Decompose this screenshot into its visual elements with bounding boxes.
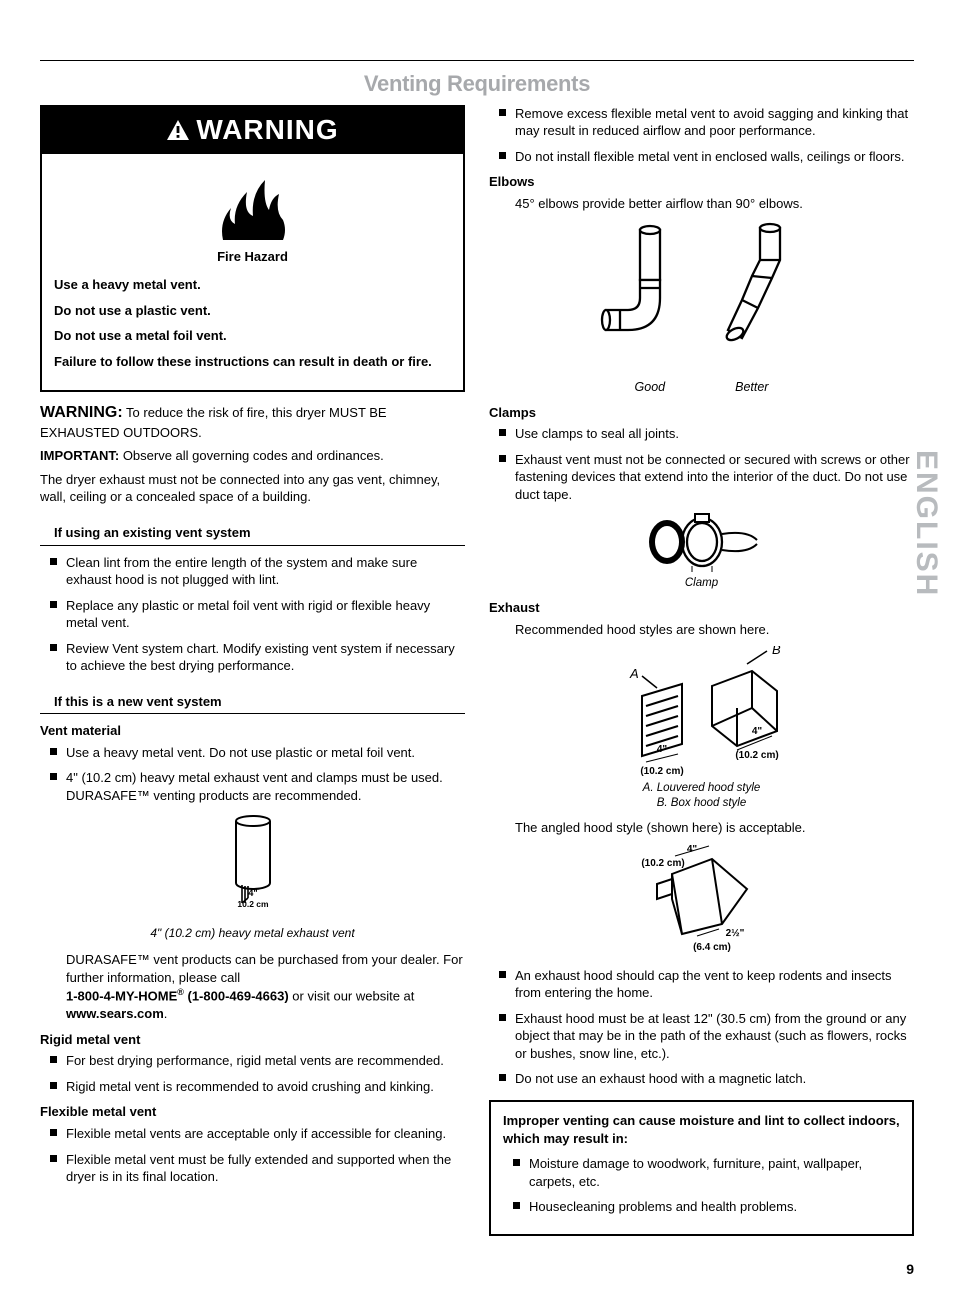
hazard-title: Fire Hazard: [54, 248, 451, 266]
alert-triangle-icon: [166, 119, 190, 141]
svg-text:A: A: [629, 666, 639, 681]
elbows-figure: Good Better: [489, 220, 914, 395]
hood-diagram-icon: B A 4" (10.2 cm) 4": [602, 646, 802, 776]
warning-header: WARNING: [42, 107, 463, 155]
list-item: Do not use an exhaust hood with a magnet…: [515, 1070, 914, 1088]
list-item: Housecleaning problems and health proble…: [529, 1198, 900, 1216]
durasafe-text-1: DURASAFE™ vent products can be purchased…: [66, 952, 463, 985]
top-rule: [40, 60, 914, 61]
durasafe-info: DURASAFE™ vent products can be purchased…: [40, 951, 465, 1023]
flex-vent-list: Flexible metal vents are acceptable only…: [40, 1125, 465, 1186]
list-item: Moisture damage to woodwork, furniture, …: [529, 1155, 900, 1190]
warning-outdoors: WARNING: To reduce the risk of fire, thi…: [40, 402, 465, 441]
elbow-good-label: Good: [635, 379, 666, 396]
svg-text:(10.2 cm): (10.2 cm): [735, 750, 778, 761]
durasafe-text-2: or visit our website at: [289, 989, 415, 1004]
list-item: Clean lint from the entire length of the…: [66, 554, 465, 589]
section-title: Venting Requirements: [40, 69, 914, 99]
important-text: Observe all governing codes and ordinanc…: [119, 448, 384, 463]
improper-list: Moisture damage to woodwork, furniture, …: [503, 1155, 900, 1216]
svg-text:2½": 2½": [725, 928, 744, 939]
right-column: Remove excess flexible metal vent to avo…: [489, 105, 914, 1236]
list-item: Exhaust vent must not be connected or se…: [515, 451, 914, 504]
hood-figure: B A 4" (10.2 cm) 4": [489, 646, 914, 810]
page-number: 9: [40, 1260, 914, 1279]
elbow-diagram-icon: [592, 220, 812, 370]
important-line: IMPORTANT: Observe all governing codes a…: [40, 447, 465, 465]
exhaust-note: The dryer exhaust must not be connected …: [40, 471, 465, 506]
warning-body: Fire Hazard Use a heavy metal vent. Do n…: [42, 154, 463, 390]
hood-legend-a: A. Louvered hood style: [489, 781, 914, 796]
list-item: Remove excess flexible metal vent to avo…: [515, 105, 914, 140]
warning-header-text: WARNING: [196, 111, 338, 149]
exhaust-subhead: Exhaust: [489, 599, 914, 617]
angled-text: The angled hood style (shown here) is ac…: [489, 819, 914, 837]
improper-venting-box: Improper venting can cause moisture and …: [489, 1100, 914, 1236]
warning-box: WARNING Fire Hazard Use a heavy metal ve…: [40, 105, 465, 393]
vent-material-subhead: Vent material: [40, 722, 465, 740]
list-item: Replace any plastic or metal foil vent w…: [66, 597, 465, 632]
warning-lead: WARNING:: [40, 404, 123, 421]
list-item: Review Vent system chart. Modify existin…: [66, 640, 465, 675]
vent-pipe-icon: 4" 10.2 cm: [218, 813, 288, 913]
new-vent-heading: If this is a new vent system: [40, 689, 465, 715]
warning-line: Use a heavy metal vent.: [54, 276, 451, 294]
durasafe-site: www.sears.com: [66, 1006, 164, 1021]
svg-text:(6.4 cm): (6.4 cm): [693, 942, 731, 953]
rigid-vent-list: For best drying performance, rigid metal…: [40, 1052, 465, 1095]
elbow-labels: Good Better: [489, 379, 914, 396]
svg-text:4": 4": [751, 726, 762, 737]
list-item: Exhaust hood must be at least 12" (30.5 …: [515, 1010, 914, 1063]
clamp-caption: Clamp: [489, 576, 914, 591]
angled-hood-figure: 4" (10.2 cm) 2½" (6.4 cm): [489, 844, 914, 959]
improper-lead: Improper venting can cause moisture and …: [503, 1112, 900, 1147]
list-item: An exhaust hood should cap the vent to k…: [515, 967, 914, 1002]
exhaust-list: An exhaust hood should cap the vent to k…: [489, 967, 914, 1088]
exhaust-intro: Recommended hood styles are shown here.: [489, 621, 914, 639]
list-item: 4" (10.2 cm) heavy metal exhaust vent an…: [66, 769, 465, 804]
svg-text:B: B: [772, 646, 781, 657]
warning-line: Do not use a metal foil vent.: [54, 327, 451, 345]
flex-vent-cont-list: Remove excess flexible metal vent to avo…: [489, 105, 914, 166]
vent-figure-caption: 4" (10.2 cm) heavy metal exhaust vent: [40, 925, 465, 941]
svg-text:(10.2 cm): (10.2 cm): [640, 766, 683, 776]
rigid-vent-subhead: Rigid metal vent: [40, 1031, 465, 1049]
clamp-figure: Clamp: [489, 512, 914, 591]
list-item: Flexible metal vent must be fully extend…: [66, 1151, 465, 1186]
existing-vent-list: Clean lint from the entire length of the…: [40, 554, 465, 675]
elbow-better-label: Better: [735, 379, 768, 396]
two-column-layout: WARNING Fire Hazard Use a heavy metal ve…: [40, 105, 914, 1236]
elbows-subhead: Elbows: [489, 173, 914, 191]
clamps-subhead: Clamps: [489, 404, 914, 422]
vent-figure: 4" 10.2 cm: [40, 813, 465, 918]
warning-line: Failure to follow these instructions can…: [54, 353, 451, 371]
important-lead: IMPORTANT:: [40, 448, 119, 463]
list-item: Do not install flexible metal vent in en…: [515, 148, 914, 166]
flex-vent-subhead: Flexible metal vent: [40, 1103, 465, 1121]
fire-icon: [213, 172, 293, 242]
elbows-text: 45° elbows provide better airflow than 9…: [489, 195, 914, 213]
clamps-list: Use clamps to seal all joints. Exhaust v…: [489, 425, 914, 503]
svg-text:(10.2 cm): (10.2 cm): [641, 858, 684, 869]
list-item: Rigid metal vent is recommended to avoid…: [66, 1078, 465, 1096]
durasafe-phone: 1-800-4-MY-HOME: [66, 989, 177, 1004]
durasafe-end: .: [164, 1006, 168, 1021]
language-tab: ENGLISH: [906, 450, 947, 597]
svg-text:4": 4": [248, 888, 257, 898]
angled-hood-icon: 4" (10.2 cm) 2½" (6.4 cm): [627, 844, 777, 954]
existing-vent-heading: If using an existing vent system: [40, 520, 465, 546]
clamp-diagram-icon: [637, 512, 767, 572]
svg-text:4": 4": [656, 744, 667, 755]
vent-material-list: Use a heavy metal vent. Do not use plast…: [40, 744, 465, 805]
warning-line: Do not use a plastic vent.: [54, 302, 451, 320]
left-column: WARNING Fire Hazard Use a heavy metal ve…: [40, 105, 465, 1236]
hood-legend-b: B. Box hood style: [489, 796, 914, 811]
list-item: Use clamps to seal all joints.: [515, 425, 914, 443]
durasafe-phone-2: (1-800-469-4663): [184, 989, 289, 1004]
reg-mark: ®: [177, 987, 184, 997]
list-item: Use a heavy metal vent. Do not use plast…: [66, 744, 465, 762]
list-item: For best drying performance, rigid metal…: [66, 1052, 465, 1070]
svg-text:10.2 cm: 10.2 cm: [237, 899, 269, 909]
list-item: Flexible metal vents are acceptable only…: [66, 1125, 465, 1143]
